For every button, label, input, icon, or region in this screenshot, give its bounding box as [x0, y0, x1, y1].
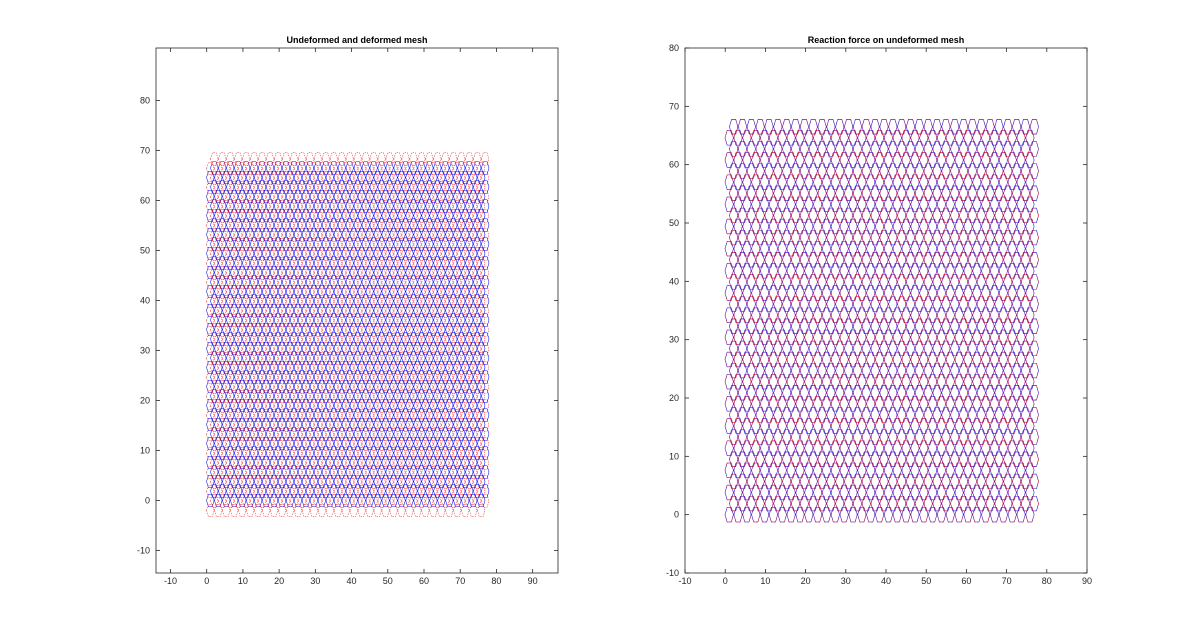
x-tick-label: -10 — [164, 576, 177, 586]
x-tick-label: -10 — [678, 576, 691, 586]
axes-right-y-ticks: -10 0 10 20 30 40 50 60 70 80 — [666, 43, 1087, 578]
x-tick-label: 80 — [491, 576, 501, 586]
x-tick-label: 90 — [528, 576, 538, 586]
chart-title-right: Reaction force on undeformed mesh — [808, 35, 965, 45]
x-tick-label: 60 — [419, 576, 429, 586]
y-tick-label: 70 — [140, 146, 150, 156]
right-mesh-blue — [724, 119, 1039, 523]
x-tick-label: 30 — [310, 576, 320, 586]
y-tick-label: 0 — [674, 510, 679, 520]
x-tick-label: 30 — [841, 576, 851, 586]
axes-right-x-ticks: -10 0 10 20 30 40 50 60 70 80 90 — [678, 48, 1092, 586]
x-tick-label: 50 — [921, 576, 931, 586]
y-tick-label: 30 — [140, 346, 150, 356]
x-tick-label: 20 — [801, 576, 811, 586]
chart-title-left: Undeformed and deformed mesh — [286, 35, 427, 45]
x-tick-label: 90 — [1082, 576, 1092, 586]
y-tick-label: 0 — [145, 496, 150, 506]
axes-right: -10 0 10 20 30 40 50 60 70 80 90 -10 0 10 20 30 40 50 60 7… — [666, 35, 1092, 586]
x-tick-label: 80 — [1042, 576, 1052, 586]
x-tick-label: 10 — [238, 576, 248, 586]
y-tick-label: 60 — [140, 196, 150, 206]
x-tick-label: 60 — [961, 576, 971, 586]
x-tick-label: 0 — [204, 576, 209, 586]
axes-left: -10 0 10 20 30 40 50 60 70 80 90 -10 0 10 20 30 40 50 60 7… — [137, 35, 559, 586]
y-tick-label: 40 — [669, 276, 679, 286]
y-tick-label: 80 — [140, 96, 150, 106]
axes-left-background — [156, 48, 558, 573]
x-tick-label: 50 — [383, 576, 393, 586]
y-tick-label: 80 — [669, 43, 679, 53]
y-tick-label: 30 — [669, 335, 679, 345]
x-tick-label: 70 — [455, 576, 465, 586]
x-tick-label: 20 — [274, 576, 284, 586]
y-tick-label: 20 — [669, 393, 679, 403]
x-tick-label: 0 — [723, 576, 728, 586]
mesh-left-series-0 — [206, 161, 490, 508]
y-tick-label: -10 — [666, 568, 679, 578]
y-tick-label: 50 — [140, 246, 150, 256]
left-mesh-blue — [206, 161, 490, 508]
axes-right-background — [685, 48, 1087, 573]
y-tick-label: 10 — [669, 451, 679, 461]
x-tick-label: 40 — [881, 576, 891, 586]
y-tick-label: 10 — [140, 446, 150, 456]
axes-left-frame — [155, 47, 559, 574]
y-tick-label: 60 — [669, 160, 679, 170]
y-tick-label: 20 — [140, 396, 150, 406]
axes-left-x-ticks: -10 0 10 20 30 40 50 60 70 80 90 — [164, 48, 538, 586]
x-tick-label: 70 — [1002, 576, 1012, 586]
axes-left-y-ticks: -10 0 10 20 30 40 50 60 70 80 — [137, 96, 558, 556]
y-tick-label: 70 — [669, 101, 679, 111]
y-tick-label: -10 — [137, 546, 150, 556]
mesh-right-series-0 — [724, 119, 1039, 523]
x-tick-label: 10 — [760, 576, 770, 586]
y-tick-label: 50 — [669, 218, 679, 228]
y-tick-label: 40 — [140, 296, 150, 306]
x-tick-label: 40 — [347, 576, 357, 586]
